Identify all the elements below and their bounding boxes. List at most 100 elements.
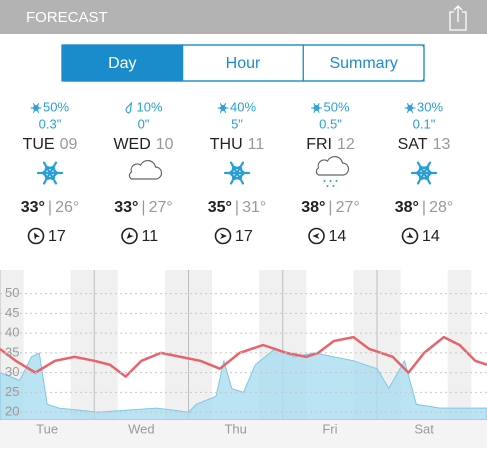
day-column[interactable]: 50% 0.5" FRI 12 38° | 27° 14 [301, 99, 360, 245]
day-label: TUE 09 [23, 136, 78, 153]
temps: 38° | 28° [395, 199, 454, 216]
header-title: FORECAST [26, 9, 108, 26]
wind-icon [401, 227, 419, 245]
y-tick-label: 30 [5, 364, 19, 379]
day-date: 12 [337, 136, 355, 153]
y-tick-label: 25 [5, 384, 19, 399]
high-temp: 33° [21, 199, 45, 216]
day-name: FRI [306, 136, 332, 153]
wind-arrow [220, 233, 227, 239]
wind-icon [214, 227, 232, 245]
night-band [70, 270, 95, 420]
precip-amount: 0.1" [413, 116, 436, 131]
high-temp: 38° [301, 199, 325, 216]
tab-frame [61, 44, 425, 82]
day-name: TUE [23, 136, 55, 153]
high-temp: 38° [395, 199, 419, 216]
wind-speed: 14 [422, 228, 440, 245]
x-axis-strip [0, 420, 487, 448]
temps: 33° | 27° [114, 199, 173, 216]
precip-amount: 0" [138, 116, 150, 131]
cloud-icon [128, 159, 163, 180]
day-column[interactable]: 30% 0.1" SAT 13 38° | 28° 14 [395, 99, 454, 245]
snow-dot [332, 185, 335, 187]
x-tick-label: Thu [224, 421, 246, 436]
temp-separator: | [235, 199, 239, 216]
temps: 38° | 27° [301, 199, 360, 216]
day-name: THU [210, 136, 243, 153]
day-date: 09 [60, 136, 78, 153]
tab[interactable]: Summary [302, 44, 425, 82]
precip-amount: 0.5" [319, 116, 342, 131]
night-band [94, 270, 118, 420]
x-tick-label: Sat [414, 421, 434, 436]
wind-speed: 14 [329, 228, 347, 245]
high-temp: 33° [114, 199, 138, 216]
snow-icon [36, 161, 64, 185]
y-tick-label: 45 [5, 305, 19, 320]
temp-line [0, 335, 487, 378]
tab[interactable]: Day [61, 44, 184, 82]
precip-chance: 50% [324, 99, 350, 114]
tab-label: Summary [329, 55, 397, 72]
y-tick-label: 40 [5, 325, 19, 340]
precip-chance: 30% [417, 99, 443, 114]
temp-separator: | [141, 199, 145, 216]
temp-separator: | [48, 199, 52, 216]
day-label: WED 10 [113, 136, 173, 153]
x-tick-label: Fri [322, 421, 337, 436]
snow-icon [30, 103, 42, 113]
day-label: SAT 13 [398, 136, 451, 153]
tab-label: Hour [226, 55, 261, 72]
share-button[interactable] [449, 5, 467, 31]
precip-amount: 5" [231, 116, 243, 131]
day-column[interactable]: 50% 0.3" TUE 09 33° | 26° 17 [21, 99, 80, 245]
snow-dot [335, 180, 338, 182]
temp-separator: | [328, 199, 332, 216]
wind-icon [27, 227, 45, 245]
x-tick-label: Tue [36, 421, 58, 436]
cloud-icon [315, 155, 350, 176]
y-tick-label: 20 [5, 404, 19, 419]
day-label: THU 11 [210, 136, 265, 153]
snow-icon [404, 103, 416, 113]
day-label: FRI 12 [306, 136, 355, 153]
rain-icon [125, 101, 133, 114]
wind-arrow [405, 231, 414, 238]
wind-icon [308, 227, 325, 245]
day-column[interactable]: 10% 0" WED 10 33° | 27° 11 [113, 99, 173, 245]
tab[interactable]: Hour [182, 44, 304, 82]
snow-dot [329, 180, 332, 182]
low-temp: 27° [336, 199, 360, 216]
wind-icon [121, 227, 138, 245]
wind-arrow [312, 233, 320, 239]
snow-icon [310, 103, 323, 113]
wind-speed: 11 [142, 228, 159, 245]
temps: 33° | 26° [21, 199, 80, 216]
low-temp: 31° [242, 199, 266, 216]
day-date: 10 [156, 136, 174, 153]
y-tick-label: 50 [5, 285, 19, 300]
precip-chance: 10% [137, 99, 163, 114]
wind-arrow [34, 232, 41, 241]
temp-separator: | [422, 199, 426, 216]
y-tick-label: 35 [5, 344, 19, 359]
wind-speed: 17 [48, 228, 66, 245]
snow-icon [410, 161, 438, 185]
wind-speed: 17 [235, 228, 253, 245]
snow-dot [323, 180, 326, 182]
tab-label: Day [108, 55, 136, 72]
day-name: WED [113, 136, 150, 153]
day-name: SAT [398, 136, 428, 153]
low-temp: 28° [429, 199, 453, 216]
day-column[interactable]: 40% 5" THU 11 35° | 31° 17 [208, 99, 267, 245]
day-date: 13 [433, 136, 451, 153]
x-tick-label: Wed [128, 421, 155, 436]
wind-arrow [126, 231, 134, 239]
snow-icon [223, 161, 251, 185]
temps: 35° | 31° [208, 199, 267, 216]
precip-chance: 40% [230, 99, 256, 114]
night-band [164, 270, 189, 420]
